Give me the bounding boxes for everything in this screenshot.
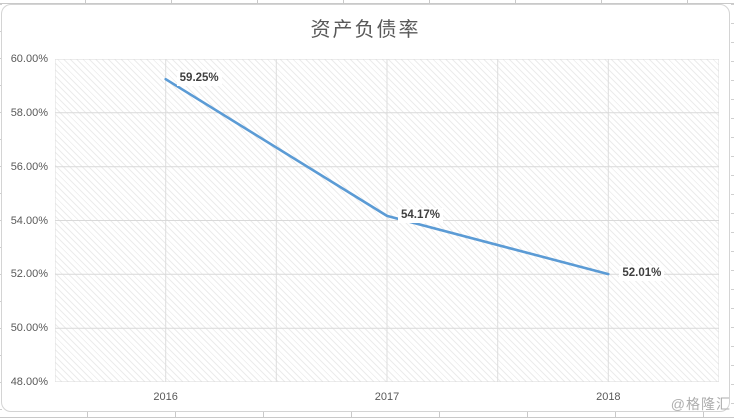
y-tick-label: 48.00% <box>10 376 48 388</box>
spreadsheet-gridlines-bottom <box>0 412 734 418</box>
data-label: 52.01% <box>619 266 665 282</box>
data-label: 59.25% <box>176 71 222 87</box>
line-series-svg <box>55 59 719 382</box>
x-tick-label: 2016 <box>153 391 178 403</box>
chart-title: 资产负债率 <box>310 17 421 41</box>
watermark: @格隆汇 <box>670 396 731 412</box>
y-tick-label: 60.00% <box>10 53 48 65</box>
y-tick-label: 58.00% <box>10 106 48 119</box>
x-tick-label: 2018 <box>596 391 621 403</box>
x-tick-label: 2017 <box>374 391 400 403</box>
series-line <box>164 77 610 276</box>
data-label: 54.17% <box>398 207 444 223</box>
y-tick-label: 50.00% <box>10 322 48 335</box>
spreadsheet-gridlines-right <box>731 4 734 412</box>
plot-area <box>55 59 719 382</box>
y-tick-label: 54.00% <box>10 214 48 227</box>
chart-area[interactable]: 资产负债率 60.00% 58.00% 56.00% 54.00% 52.00% 50.0… <box>1 4 730 412</box>
y-tick-label: 52.00% <box>10 268 48 281</box>
spreadsheet-gridlines-top <box>0 0 734 4</box>
y-tick-label: 56.00% <box>10 160 48 173</box>
